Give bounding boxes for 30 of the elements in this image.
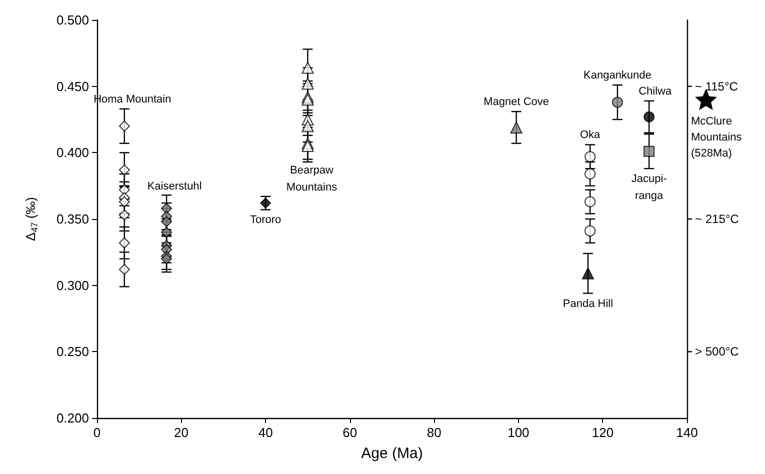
y-tick-label: 0.250 xyxy=(56,344,89,360)
x-tick-label: 20 xyxy=(174,425,189,440)
x-tick-label: 40 xyxy=(258,425,273,440)
x-tick-label: 140 xyxy=(676,425,698,440)
y-tick-label: 0.300 xyxy=(56,278,89,293)
y-tick-label: 0.450 xyxy=(56,78,89,94)
series-label: Jacupi-ranga xyxy=(631,173,668,202)
ref-line-label: ~ 115°C xyxy=(695,79,738,94)
series-label: Bearpaw Mountains xyxy=(286,164,338,194)
text: McClure Mountains (528Ma) xyxy=(691,116,742,160)
series-label: Kaiserstuhl xyxy=(147,180,202,193)
series-label: Oka xyxy=(580,129,602,142)
x-tick-label: 100 xyxy=(508,425,530,440)
ref-line-label: > 500°C xyxy=(695,344,740,359)
y-tick-label: 0.200 xyxy=(56,410,89,426)
y-tick-label: 0.350 xyxy=(56,212,89,226)
x-tick-label: 120 xyxy=(592,425,614,440)
y-tick-label: 0.500 xyxy=(56,12,89,28)
x-tick-label: 80 xyxy=(426,425,442,440)
x-tick-label: 0 xyxy=(93,425,101,440)
series-label: Tororo xyxy=(250,214,282,226)
series-label: Kangankunde xyxy=(584,70,652,82)
ref-line-label: ~ 215°C xyxy=(695,212,740,226)
x-axis-title: Age (Ma) xyxy=(361,445,423,462)
series-label: Magnet Cove xyxy=(484,96,550,108)
series-label: Chilwa xyxy=(638,85,672,98)
text: Panda Hill xyxy=(562,298,614,310)
y-tick-label: 0.400 xyxy=(56,145,89,160)
x-tick-label: 60 xyxy=(342,425,358,440)
y-axis-title: Δ47 (‰) xyxy=(23,197,40,241)
